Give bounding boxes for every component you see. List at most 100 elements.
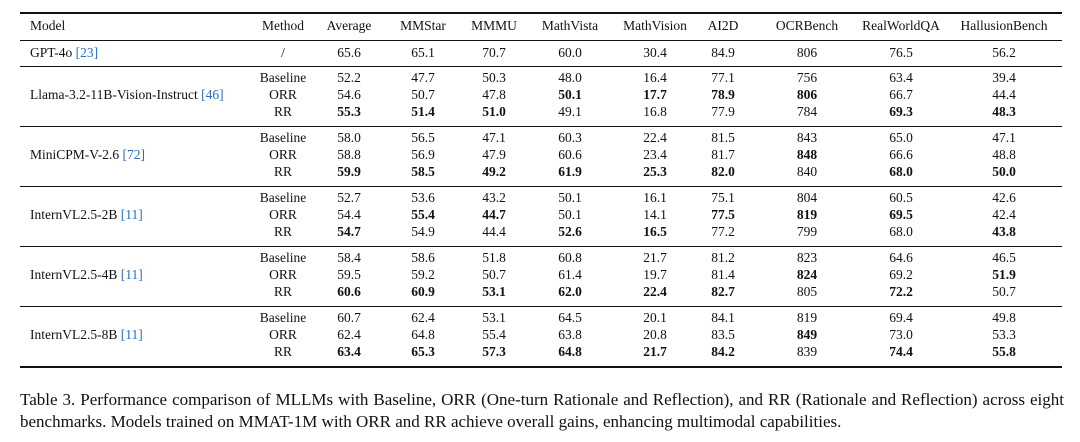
score-cell: 64.8 (411, 327, 435, 342)
score-cell: 84.9 (711, 45, 735, 60)
score-cell: 16.1 (643, 190, 667, 205)
score-cell: 58.6 (411, 250, 435, 265)
score-cell: 60.9 (411, 284, 435, 299)
score-cell: 48.3 (992, 104, 1016, 119)
score-cell: 51.9 (992, 267, 1016, 282)
citation[interactable]: [23] (75, 45, 99, 60)
score-cell: 63.4 (337, 344, 361, 359)
score-cell: 62.4 (337, 327, 361, 342)
score-cell: 819 (796, 207, 818, 222)
model-name: InternVL2.5-2B (30, 207, 118, 222)
score-cell: 51.8 (482, 250, 506, 265)
table-rule (20, 12, 1062, 14)
score-cell: 52.7 (337, 190, 361, 205)
citation[interactable]: [72] (122, 147, 146, 162)
method-cell: ORR (269, 267, 297, 282)
method-cell: RR (273, 164, 293, 179)
citation[interactable]: [46] (201, 87, 224, 102)
score-cell: 756 (796, 70, 818, 85)
model-cell: MiniCPM-V-2.6 [72] (30, 146, 145, 164)
column-header: RealWorldQA (862, 18, 940, 33)
table-rule (20, 186, 1062, 187)
column-header: MathVision (623, 18, 687, 33)
citation[interactable]: [11] (120, 207, 143, 222)
score-cell: 55.4 (411, 207, 435, 222)
citation[interactable]: [11] (120, 327, 143, 342)
score-cell: 49.8 (992, 310, 1016, 325)
method-cell: RR (273, 284, 293, 299)
score-cell: 84.2 (711, 344, 735, 359)
score-cell: 840 (796, 164, 818, 179)
score-cell: 69.2 (889, 267, 913, 282)
score-cell: 63.4 (889, 70, 913, 85)
score-cell: 82.0 (711, 164, 735, 179)
score-cell: 54.4 (337, 207, 361, 222)
score-cell: 56.9 (411, 147, 435, 162)
citation[interactable]: [11] (120, 267, 143, 282)
score-cell: 84.1 (711, 310, 735, 325)
score-cell: 47.1 (992, 130, 1016, 145)
score-cell: 82.7 (711, 284, 735, 299)
score-cell: 53.1 (482, 310, 506, 325)
score-cell: 76.5 (889, 45, 913, 60)
score-cell: 54.7 (337, 224, 361, 239)
table-rule (20, 246, 1062, 247)
score-cell: 55.3 (337, 104, 361, 119)
score-cell: 61.4 (558, 267, 582, 282)
model-name: MiniCPM-V-2.6 (30, 147, 120, 162)
model-cell: InternVL2.5-8B [11] (30, 326, 143, 344)
method-cell: Baseline (259, 310, 307, 325)
score-cell: 77.5 (711, 207, 735, 222)
table-rule (20, 66, 1062, 67)
score-cell: 50.0 (992, 164, 1016, 179)
score-cell: 55.8 (992, 344, 1016, 359)
score-cell: 819 (796, 310, 818, 325)
score-cell: 784 (796, 104, 818, 119)
method-cell: RR (273, 104, 293, 119)
score-cell: 54.9 (411, 224, 435, 239)
method-cell: ORR (269, 207, 297, 222)
score-cell: 64.6 (889, 250, 913, 265)
score-cell: 14.1 (643, 207, 667, 222)
model-cell: InternVL2.5-2B [11] (30, 206, 143, 224)
score-cell: 78.9 (711, 87, 735, 102)
score-cell: 56.2 (992, 45, 1016, 60)
table-rule (20, 306, 1062, 307)
score-cell: 62.0 (558, 284, 582, 299)
score-cell: 50.3 (482, 70, 506, 85)
score-cell: 77.2 (711, 224, 735, 239)
table-rule (20, 366, 1062, 368)
score-cell: 20.8 (643, 327, 667, 342)
score-cell: 62.4 (411, 310, 435, 325)
score-cell: 50.1 (558, 207, 582, 222)
method-cell: Baseline (259, 130, 307, 145)
score-cell: 17.7 (643, 87, 667, 102)
score-cell: 47.7 (411, 70, 435, 85)
score-cell: 60.6 (337, 284, 361, 299)
score-cell: 60.6 (558, 147, 582, 162)
score-cell: 68.0 (889, 164, 913, 179)
method-cell: RR (273, 224, 293, 239)
score-cell: 53.1 (482, 284, 506, 299)
column-header: Method (262, 18, 304, 33)
score-cell: 58.0 (337, 130, 361, 145)
score-cell: 70.7 (482, 45, 506, 60)
score-cell: 52.6 (558, 224, 582, 239)
score-cell: 16.4 (643, 70, 667, 85)
score-cell: 54.6 (337, 87, 361, 102)
score-cell: 60.8 (558, 250, 582, 265)
score-cell: 849 (796, 327, 818, 342)
column-header: Model (30, 18, 66, 33)
score-cell: 53.6 (411, 190, 435, 205)
score-cell: 59.5 (337, 267, 361, 282)
score-cell: 799 (796, 224, 818, 239)
score-cell: 69.4 (889, 310, 913, 325)
score-cell: 43.2 (482, 190, 506, 205)
score-cell: 69.3 (889, 104, 913, 119)
score-cell: 19.7 (643, 267, 667, 282)
score-cell: 16.8 (643, 104, 667, 119)
score-cell: 22.4 (643, 130, 667, 145)
column-header: MathVista (541, 18, 599, 33)
score-cell: 44.4 (992, 87, 1016, 102)
